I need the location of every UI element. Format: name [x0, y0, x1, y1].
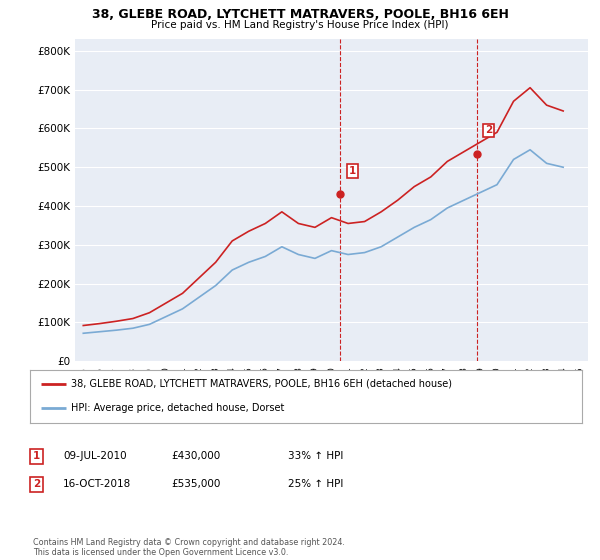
Text: 1: 1: [33, 451, 40, 461]
Text: £430,000: £430,000: [171, 451, 220, 461]
Text: 2: 2: [485, 125, 493, 136]
Text: Contains HM Land Registry data © Crown copyright and database right 2024.
This d: Contains HM Land Registry data © Crown c…: [33, 538, 345, 557]
Text: 1: 1: [349, 166, 356, 176]
Text: 38, GLEBE ROAD, LYTCHETT MATRAVERS, POOLE, BH16 6EH (detached house): 38, GLEBE ROAD, LYTCHETT MATRAVERS, POOL…: [71, 379, 452, 389]
Text: HPI: Average price, detached house, Dorset: HPI: Average price, detached house, Dors…: [71, 403, 285, 413]
Text: Price paid vs. HM Land Registry's House Price Index (HPI): Price paid vs. HM Land Registry's House …: [151, 20, 449, 30]
Text: 38, GLEBE ROAD, LYTCHETT MATRAVERS, POOLE, BH16 6EH: 38, GLEBE ROAD, LYTCHETT MATRAVERS, POOL…: [92, 8, 508, 21]
Text: 25% ↑ HPI: 25% ↑ HPI: [288, 479, 343, 489]
Text: 2: 2: [33, 479, 40, 489]
Text: £535,000: £535,000: [171, 479, 220, 489]
Text: 16-OCT-2018: 16-OCT-2018: [63, 479, 131, 489]
Text: 09-JUL-2010: 09-JUL-2010: [63, 451, 127, 461]
Text: 33% ↑ HPI: 33% ↑ HPI: [288, 451, 343, 461]
